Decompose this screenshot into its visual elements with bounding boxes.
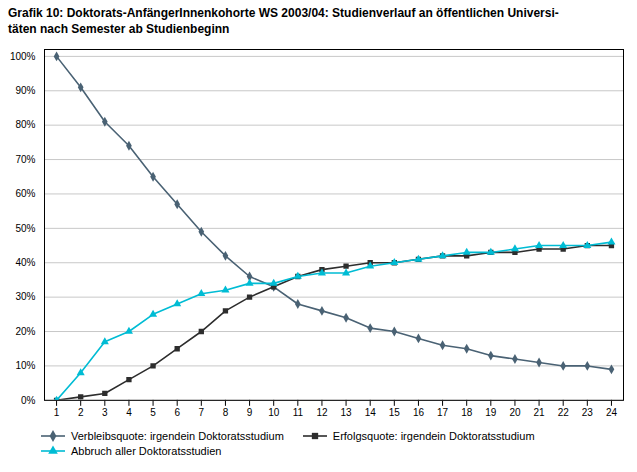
- svg-text:9: 9: [247, 408, 253, 419]
- svg-text:12: 12: [316, 408, 328, 419]
- svg-text:90%: 90%: [15, 85, 35, 96]
- svg-text:8: 8: [223, 408, 229, 419]
- svg-text:3: 3: [102, 408, 108, 419]
- svg-text:40%: 40%: [15, 257, 35, 268]
- svg-text:10%: 10%: [15, 360, 35, 371]
- svg-text:11: 11: [293, 408, 304, 419]
- html-text:Erfolgsquote: irgendein Doktor: Erfolgsquote: irgendein Doktoratsstudium: [332, 430, 535, 442]
- svg-text:1: 1: [54, 408, 60, 419]
- html-text:Grafik 10: Doktorats-AnfängerI: Grafik 10: Doktorats-AnfängerInnenkohort…: [8, 6, 559, 36]
- svg-text:23: 23: [582, 408, 594, 419]
- svg-text:19: 19: [485, 408, 497, 419]
- svg-text:17: 17: [437, 408, 449, 419]
- svg-text:30%: 30%: [15, 292, 35, 303]
- html-text:Verbleibsquote: irgendein Dokt: Verbleibsquote: irgendein Doktoratsstudi…: [71, 430, 284, 442]
- svg-text:15: 15: [389, 408, 401, 419]
- svg-text:21: 21: [534, 408, 546, 419]
- svg-text:14: 14: [365, 408, 377, 419]
- svg-text:20: 20: [509, 408, 521, 419]
- svg-text:2: 2: [78, 408, 84, 419]
- svg-text:18: 18: [461, 408, 473, 419]
- html-text:Abbruch aller Doktoratsstudien: Abbruch aller Doktoratsstudien: [71, 445, 222, 457]
- svg-text:7: 7: [199, 408, 205, 419]
- svg-text:22: 22: [558, 408, 570, 419]
- svg-text:13: 13: [341, 408, 353, 419]
- svg-text:10: 10: [268, 408, 280, 419]
- svg-text:50%: 50%: [15, 223, 35, 234]
- svg-text:16: 16: [413, 408, 425, 419]
- svg-text:4: 4: [126, 408, 132, 419]
- svg-text:20%: 20%: [15, 326, 35, 337]
- svg-text:5: 5: [150, 408, 156, 419]
- svg-text:80%: 80%: [15, 120, 35, 131]
- svg-text:60%: 60%: [15, 188, 35, 199]
- svg-text:6: 6: [174, 408, 180, 419]
- svg-text:0%: 0%: [21, 395, 36, 406]
- svg-text:100%: 100%: [10, 51, 36, 62]
- svg-text:24: 24: [606, 408, 618, 419]
- svg-text:70%: 70%: [15, 154, 35, 165]
